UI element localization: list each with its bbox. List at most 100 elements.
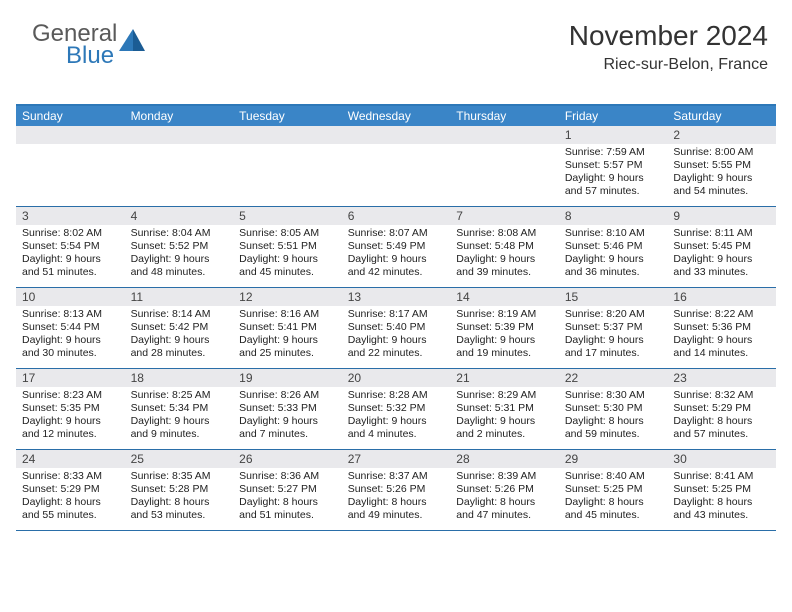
sunrise-text: Sunrise: 8:00 AM [673, 146, 770, 159]
day-header: Saturday [667, 106, 776, 126]
daylight-text: Daylight: 9 hours and 54 minutes. [673, 172, 770, 198]
day-header: Tuesday [233, 106, 342, 126]
daylight-text: Daylight: 9 hours and 4 minutes. [348, 415, 445, 441]
day-number: 4 [125, 207, 234, 225]
sunrise-text: Sunrise: 8:19 AM [456, 308, 553, 321]
day-number [233, 126, 342, 144]
day-number: 24 [16, 450, 125, 468]
day-cell [342, 126, 451, 206]
sunset-text: Sunset: 5:28 PM [131, 483, 228, 496]
week-row: 3Sunrise: 8:02 AMSunset: 5:54 PMDaylight… [16, 207, 776, 288]
logo-text: General Blue [32, 22, 117, 68]
sunrise-text: Sunrise: 8:28 AM [348, 389, 445, 402]
sunrise-text: Sunrise: 8:26 AM [239, 389, 336, 402]
day-number: 10 [16, 288, 125, 306]
week-row: 1Sunrise: 7:59 AMSunset: 5:57 PMDaylight… [16, 126, 776, 207]
daylight-text: Daylight: 9 hours and 48 minutes. [131, 253, 228, 279]
day-cell: 8Sunrise: 8:10 AMSunset: 5:46 PMDaylight… [559, 207, 668, 287]
day-cell: 24Sunrise: 8:33 AMSunset: 5:29 PMDayligh… [16, 450, 125, 530]
sunset-text: Sunset: 5:25 PM [673, 483, 770, 496]
day-details: Sunrise: 8:30 AMSunset: 5:30 PMDaylight:… [559, 387, 668, 446]
day-number: 20 [342, 369, 451, 387]
sunrise-text: Sunrise: 8:11 AM [673, 227, 770, 240]
day-cell: 19Sunrise: 8:26 AMSunset: 5:33 PMDayligh… [233, 369, 342, 449]
day-cell: 17Sunrise: 8:23 AMSunset: 5:35 PMDayligh… [16, 369, 125, 449]
sunrise-text: Sunrise: 8:29 AM [456, 389, 553, 402]
daylight-text: Daylight: 8 hours and 53 minutes. [131, 496, 228, 522]
day-details: Sunrise: 8:16 AMSunset: 5:41 PMDaylight:… [233, 306, 342, 365]
day-number: 29 [559, 450, 668, 468]
day-cell: 25Sunrise: 8:35 AMSunset: 5:28 PMDayligh… [125, 450, 234, 530]
calendar: Sunday Monday Tuesday Wednesday Thursday… [16, 104, 776, 531]
day-number: 14 [450, 288, 559, 306]
daylight-text: Daylight: 8 hours and 55 minutes. [22, 496, 119, 522]
day-number [125, 126, 234, 144]
day-cell: 3Sunrise: 8:02 AMSunset: 5:54 PMDaylight… [16, 207, 125, 287]
day-cell: 6Sunrise: 8:07 AMSunset: 5:49 PMDaylight… [342, 207, 451, 287]
day-details: Sunrise: 8:20 AMSunset: 5:37 PMDaylight:… [559, 306, 668, 365]
day-details: Sunrise: 8:11 AMSunset: 5:45 PMDaylight:… [667, 225, 776, 284]
sunset-text: Sunset: 5:25 PM [565, 483, 662, 496]
daylight-text: Daylight: 9 hours and 25 minutes. [239, 334, 336, 360]
sunrise-text: Sunrise: 8:41 AM [673, 470, 770, 483]
month-title: November 2024 [569, 20, 768, 52]
day-details: Sunrise: 8:35 AMSunset: 5:28 PMDaylight:… [125, 468, 234, 527]
day-cell: 22Sunrise: 8:30 AMSunset: 5:30 PMDayligh… [559, 369, 668, 449]
daylight-text: Daylight: 9 hours and 9 minutes. [131, 415, 228, 441]
day-details: Sunrise: 8:13 AMSunset: 5:44 PMDaylight:… [16, 306, 125, 365]
day-header: Thursday [450, 106, 559, 126]
sunset-text: Sunset: 5:51 PM [239, 240, 336, 253]
daylight-text: Daylight: 9 hours and 22 minutes. [348, 334, 445, 360]
day-cell: 7Sunrise: 8:08 AMSunset: 5:48 PMDaylight… [450, 207, 559, 287]
sunset-text: Sunset: 5:55 PM [673, 159, 770, 172]
daylight-text: Daylight: 8 hours and 45 minutes. [565, 496, 662, 522]
day-cell: 14Sunrise: 8:19 AMSunset: 5:39 PMDayligh… [450, 288, 559, 368]
sunrise-text: Sunrise: 8:33 AM [22, 470, 119, 483]
daylight-text: Daylight: 9 hours and 30 minutes. [22, 334, 119, 360]
day-header: Monday [125, 106, 234, 126]
day-details: Sunrise: 8:02 AMSunset: 5:54 PMDaylight:… [16, 225, 125, 284]
sunrise-text: Sunrise: 8:14 AM [131, 308, 228, 321]
day-details: Sunrise: 8:25 AMSunset: 5:34 PMDaylight:… [125, 387, 234, 446]
daylight-text: Daylight: 9 hours and 39 minutes. [456, 253, 553, 279]
day-details: Sunrise: 8:41 AMSunset: 5:25 PMDaylight:… [667, 468, 776, 527]
day-cell: 4Sunrise: 8:04 AMSunset: 5:52 PMDaylight… [125, 207, 234, 287]
daylight-text: Daylight: 9 hours and 7 minutes. [239, 415, 336, 441]
day-number: 3 [16, 207, 125, 225]
day-number: 23 [667, 369, 776, 387]
sunset-text: Sunset: 5:27 PM [239, 483, 336, 496]
day-details: Sunrise: 8:40 AMSunset: 5:25 PMDaylight:… [559, 468, 668, 527]
sunset-text: Sunset: 5:32 PM [348, 402, 445, 415]
day-number: 12 [233, 288, 342, 306]
daylight-text: Daylight: 8 hours and 49 minutes. [348, 496, 445, 522]
daylight-text: Daylight: 8 hours and 57 minutes. [673, 415, 770, 441]
day-number: 6 [342, 207, 451, 225]
sunset-text: Sunset: 5:35 PM [22, 402, 119, 415]
day-cell: 21Sunrise: 8:29 AMSunset: 5:31 PMDayligh… [450, 369, 559, 449]
sunrise-text: Sunrise: 8:07 AM [348, 227, 445, 240]
sunrise-text: Sunrise: 8:30 AM [565, 389, 662, 402]
day-number: 11 [125, 288, 234, 306]
day-cell: 13Sunrise: 8:17 AMSunset: 5:40 PMDayligh… [342, 288, 451, 368]
day-details: Sunrise: 8:17 AMSunset: 5:40 PMDaylight:… [342, 306, 451, 365]
day-cell: 10Sunrise: 8:13 AMSunset: 5:44 PMDayligh… [16, 288, 125, 368]
daylight-text: Daylight: 9 hours and 45 minutes. [239, 253, 336, 279]
day-details: Sunrise: 8:07 AMSunset: 5:49 PMDaylight:… [342, 225, 451, 284]
sunrise-text: Sunrise: 8:32 AM [673, 389, 770, 402]
sunrise-text: Sunrise: 8:35 AM [131, 470, 228, 483]
day-header: Sunday [16, 106, 125, 126]
sunrise-text: Sunrise: 8:16 AM [239, 308, 336, 321]
day-number: 1 [559, 126, 668, 144]
sunset-text: Sunset: 5:30 PM [565, 402, 662, 415]
day-details: Sunrise: 8:14 AMSunset: 5:42 PMDaylight:… [125, 306, 234, 365]
day-details: Sunrise: 8:28 AMSunset: 5:32 PMDaylight:… [342, 387, 451, 446]
day-header-row: Sunday Monday Tuesday Wednesday Thursday… [16, 106, 776, 126]
day-details: Sunrise: 8:00 AMSunset: 5:55 PMDaylight:… [667, 144, 776, 203]
day-header: Wednesday [342, 106, 451, 126]
sunset-text: Sunset: 5:54 PM [22, 240, 119, 253]
sunset-text: Sunset: 5:45 PM [673, 240, 770, 253]
day-number: 16 [667, 288, 776, 306]
day-details: Sunrise: 8:37 AMSunset: 5:26 PMDaylight:… [342, 468, 451, 527]
sunset-text: Sunset: 5:29 PM [673, 402, 770, 415]
day-number: 21 [450, 369, 559, 387]
